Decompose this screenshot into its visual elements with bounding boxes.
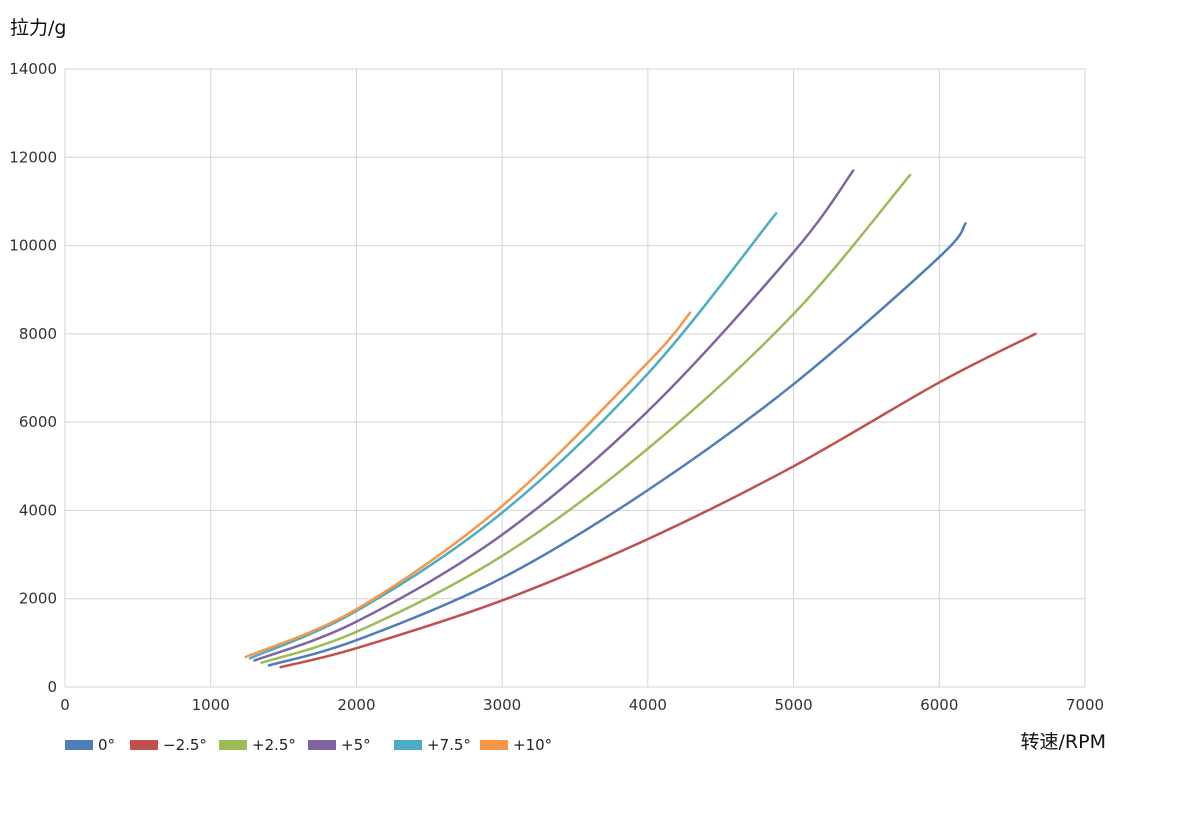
x-tick-label: 1000: [192, 696, 230, 714]
legend-swatch: [65, 740, 93, 750]
y-axis-tick-labels: 0 2000 4000 6000 8000 10000 12000 14000: [9, 60, 57, 696]
x-tick-label: 2000: [337, 696, 375, 714]
legend-label: +10°: [513, 736, 552, 754]
y-tick-label: 12000: [9, 148, 57, 166]
x-tick-label: 0: [60, 696, 70, 714]
series-line-0: [267, 222, 967, 667]
x-axis-title: 转速/RPM: [1021, 731, 1106, 753]
grid-lines: [64, 68, 1086, 688]
legend-label: 0°: [98, 736, 115, 754]
series-line-5: [244, 311, 692, 659]
x-tick-label: 7000: [1066, 696, 1104, 714]
y-tick-label: 8000: [19, 325, 57, 343]
legend-swatch: [480, 740, 508, 750]
legend-swatch: [394, 740, 422, 750]
legend-label: +7.5°: [427, 736, 471, 754]
y-tick-label: 2000: [19, 590, 57, 608]
series-line-2: [260, 173, 912, 664]
x-tick-label: 3000: [483, 696, 521, 714]
y-tick-label: 0: [47, 678, 57, 696]
legend-swatch: [130, 740, 158, 750]
legend-swatch: [308, 740, 336, 750]
legend: 0° −2.5° +2.5° +5° +7.5° +10°: [65, 736, 552, 754]
x-tick-label: 5000: [774, 696, 812, 714]
series-line-4: [248, 212, 778, 660]
series-line-1: [279, 332, 1037, 669]
legend-label: +2.5°: [252, 736, 296, 754]
x-tick-label: 4000: [629, 696, 667, 714]
y-tick-label: 4000: [19, 501, 57, 519]
y-tick-label: 6000: [19, 413, 57, 431]
legend-label: +5°: [341, 736, 371, 754]
y-tick-label: 14000: [9, 60, 57, 78]
x-tick-label: 6000: [920, 696, 958, 714]
y-axis-title: 拉力/g: [10, 17, 66, 39]
series-lines: [244, 169, 1037, 669]
y-tick-label: 10000: [9, 237, 57, 255]
x-axis-tick-labels: 0 1000 2000 3000 4000 5000 6000 7000: [60, 696, 1104, 714]
series-line-3: [253, 169, 855, 662]
legend-swatch: [219, 740, 247, 750]
legend-label: −2.5°: [163, 736, 207, 754]
